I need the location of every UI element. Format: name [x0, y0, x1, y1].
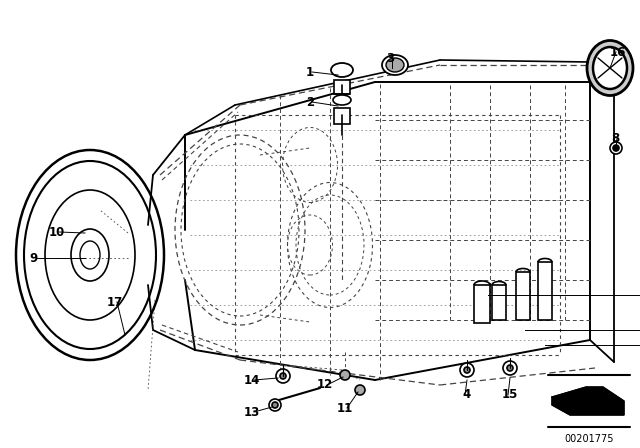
Circle shape	[460, 363, 474, 377]
Polygon shape	[552, 387, 624, 415]
Circle shape	[280, 373, 286, 379]
Text: 10: 10	[49, 225, 65, 238]
Circle shape	[464, 367, 470, 373]
Ellipse shape	[331, 63, 353, 77]
Circle shape	[507, 365, 513, 371]
Bar	[538, 262, 552, 320]
Text: 12: 12	[317, 379, 333, 392]
Ellipse shape	[386, 58, 404, 72]
Text: 3: 3	[386, 52, 394, 65]
Bar	[334, 108, 350, 124]
Text: 2: 2	[306, 95, 314, 108]
Text: 17: 17	[107, 296, 123, 309]
Bar	[492, 285, 506, 320]
Ellipse shape	[593, 47, 627, 89]
Circle shape	[610, 142, 622, 154]
Ellipse shape	[382, 55, 408, 75]
Text: 11: 11	[337, 401, 353, 414]
Text: 8: 8	[611, 132, 619, 145]
Text: 13: 13	[244, 405, 260, 418]
Circle shape	[276, 369, 290, 383]
Text: 14: 14	[244, 374, 260, 387]
Bar	[474, 285, 490, 323]
Circle shape	[503, 361, 517, 375]
Circle shape	[613, 145, 619, 151]
Text: 16: 16	[610, 46, 626, 59]
Circle shape	[355, 385, 365, 395]
Circle shape	[269, 399, 281, 411]
Text: 15: 15	[502, 388, 518, 401]
Bar	[516, 272, 530, 320]
Circle shape	[340, 370, 350, 380]
Text: 00201775: 00201775	[564, 434, 614, 444]
Ellipse shape	[333, 95, 351, 105]
Text: 1: 1	[306, 65, 314, 78]
Circle shape	[272, 402, 278, 408]
Text: 9: 9	[30, 251, 38, 264]
Ellipse shape	[587, 40, 633, 95]
Text: 4: 4	[463, 388, 471, 401]
Bar	[334, 80, 350, 94]
